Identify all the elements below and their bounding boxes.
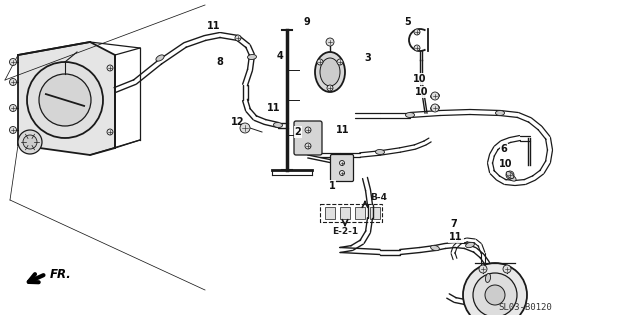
Polygon shape bbox=[18, 42, 115, 155]
Circle shape bbox=[107, 129, 113, 135]
Ellipse shape bbox=[506, 172, 514, 179]
Circle shape bbox=[506, 171, 514, 179]
Ellipse shape bbox=[248, 54, 257, 60]
Circle shape bbox=[473, 273, 517, 315]
Circle shape bbox=[27, 62, 103, 138]
Ellipse shape bbox=[376, 150, 385, 155]
Circle shape bbox=[326, 38, 334, 46]
FancyBboxPatch shape bbox=[294, 121, 322, 155]
Circle shape bbox=[485, 285, 505, 305]
Text: 4: 4 bbox=[276, 51, 284, 61]
Ellipse shape bbox=[508, 175, 516, 181]
Text: 11: 11 bbox=[449, 232, 463, 242]
Circle shape bbox=[39, 74, 91, 126]
Ellipse shape bbox=[273, 123, 282, 128]
Ellipse shape bbox=[431, 106, 440, 111]
Ellipse shape bbox=[156, 55, 164, 61]
Text: 1: 1 bbox=[328, 181, 335, 191]
FancyBboxPatch shape bbox=[325, 207, 335, 219]
Text: 10: 10 bbox=[415, 87, 429, 97]
Text: 6: 6 bbox=[500, 144, 508, 154]
Circle shape bbox=[414, 29, 420, 35]
Ellipse shape bbox=[495, 111, 504, 116]
Circle shape bbox=[463, 263, 527, 315]
Text: 3: 3 bbox=[365, 53, 371, 63]
Circle shape bbox=[10, 105, 17, 112]
Circle shape bbox=[503, 265, 511, 273]
Text: 10: 10 bbox=[499, 159, 513, 169]
FancyBboxPatch shape bbox=[340, 207, 350, 219]
Circle shape bbox=[431, 92, 439, 100]
Text: B-4: B-4 bbox=[370, 192, 387, 202]
Ellipse shape bbox=[431, 245, 440, 251]
Text: 2: 2 bbox=[294, 127, 301, 137]
Circle shape bbox=[317, 59, 323, 65]
Ellipse shape bbox=[466, 242, 474, 248]
Text: 11: 11 bbox=[268, 103, 281, 113]
Text: E-2-1: E-2-1 bbox=[332, 226, 358, 236]
Ellipse shape bbox=[431, 94, 440, 99]
Circle shape bbox=[305, 127, 311, 133]
Circle shape bbox=[235, 35, 241, 41]
Text: FR.: FR. bbox=[50, 267, 72, 280]
Circle shape bbox=[479, 265, 487, 273]
Circle shape bbox=[10, 59, 17, 66]
Circle shape bbox=[240, 123, 250, 133]
Circle shape bbox=[10, 78, 17, 85]
Text: 11: 11 bbox=[336, 125, 349, 135]
Text: 8: 8 bbox=[216, 57, 223, 67]
Text: SL03-B0120: SL03-B0120 bbox=[498, 303, 552, 312]
Circle shape bbox=[327, 85, 333, 91]
Text: 5: 5 bbox=[404, 17, 412, 27]
Circle shape bbox=[431, 104, 439, 112]
Ellipse shape bbox=[406, 112, 415, 117]
Circle shape bbox=[339, 170, 344, 175]
Text: 9: 9 bbox=[303, 17, 310, 27]
Text: 10: 10 bbox=[413, 74, 427, 84]
FancyBboxPatch shape bbox=[370, 207, 380, 219]
Circle shape bbox=[414, 45, 420, 51]
Circle shape bbox=[337, 59, 343, 65]
FancyBboxPatch shape bbox=[355, 207, 365, 219]
Circle shape bbox=[23, 135, 37, 149]
Circle shape bbox=[18, 130, 42, 154]
Text: 11: 11 bbox=[207, 21, 221, 31]
Ellipse shape bbox=[485, 273, 491, 283]
Circle shape bbox=[339, 161, 344, 165]
Circle shape bbox=[10, 127, 17, 134]
Ellipse shape bbox=[320, 58, 340, 86]
Ellipse shape bbox=[315, 52, 345, 92]
Text: 7: 7 bbox=[451, 219, 458, 229]
FancyBboxPatch shape bbox=[330, 154, 353, 181]
Circle shape bbox=[107, 65, 113, 71]
Circle shape bbox=[305, 143, 311, 149]
Text: 12: 12 bbox=[231, 117, 244, 127]
